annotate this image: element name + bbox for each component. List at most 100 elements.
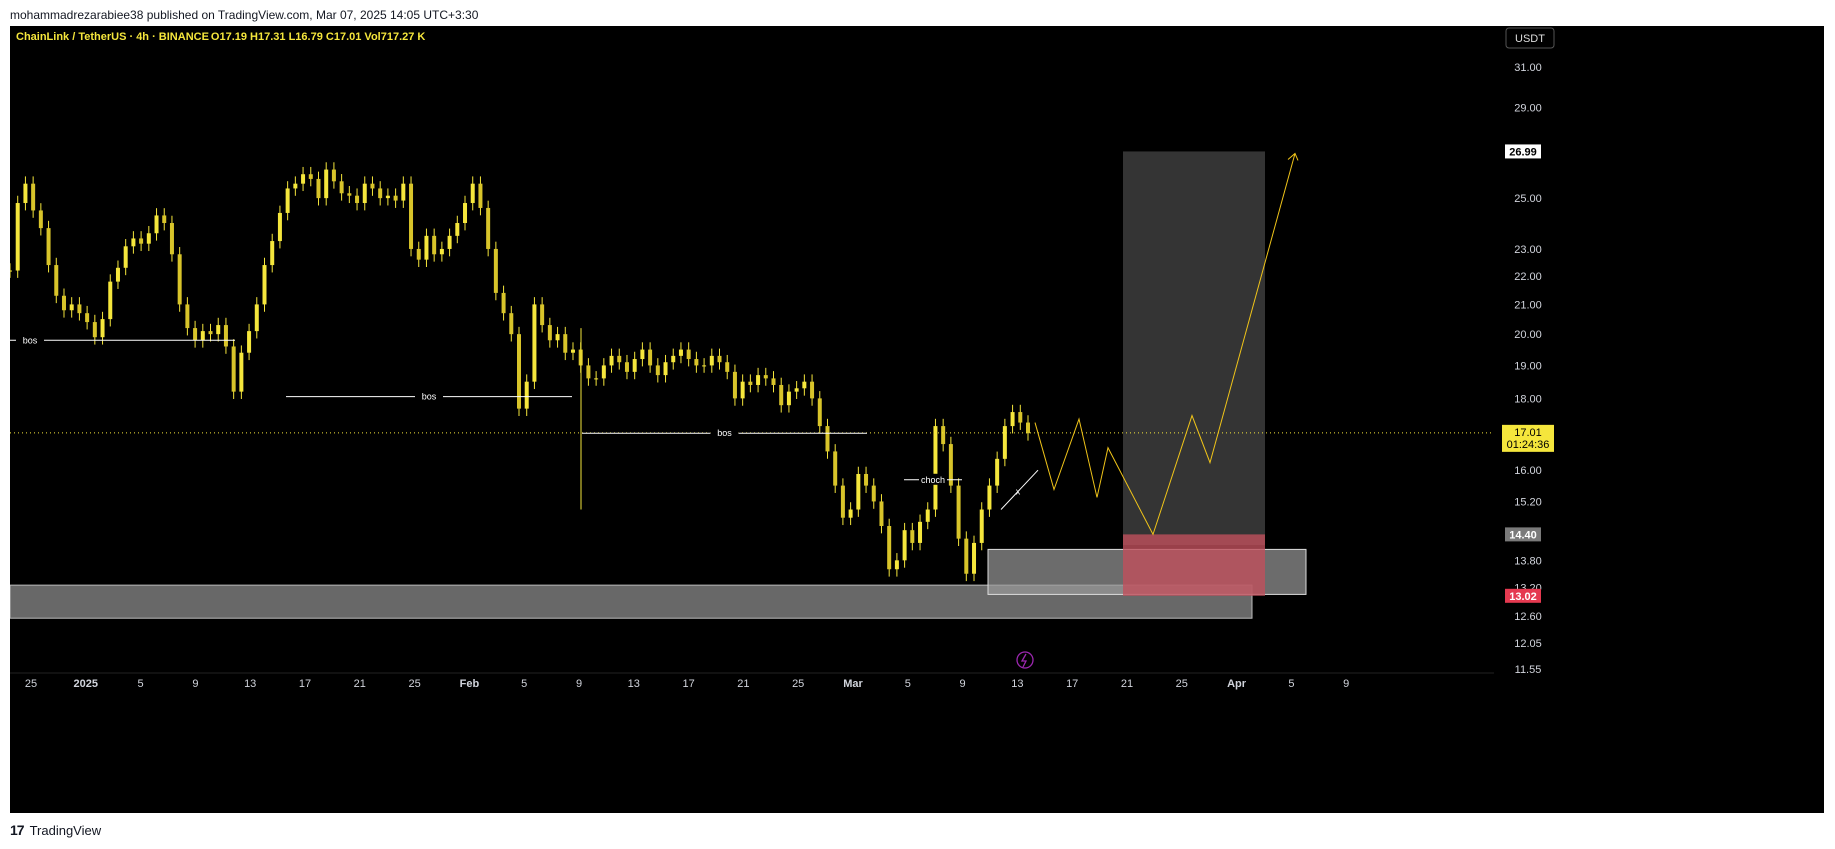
y-tick-label: 18.00 [1514,393,1542,405]
candle-body [478,183,483,208]
bos-label: bos [717,428,732,438]
candle-body [779,384,784,406]
candle-body [69,304,74,311]
symbol-pair: ChainLink / TetherUS · 4h · BINANCE [16,31,209,43]
x-tick-label: Mar [843,678,863,690]
x-tick-label: 9 [576,678,582,690]
candle-body [355,195,360,204]
x-tick-label: 21 [737,678,749,690]
stop-price-tag-bg [1505,588,1541,603]
chart-panel[interactable]: bos bos bos choch x 31.00 29.00 25.00 23.00 22.0… [10,26,1824,813]
x-tick-label: 5 [138,678,144,690]
candle-body [277,212,282,242]
candle-body [139,238,144,244]
candle-body [894,560,899,570]
publish-line: mohammadrezarabiee38 published on Tradin… [10,8,479,22]
candle-body [108,281,113,320]
currency-button[interactable]: USDT [1505,27,1555,49]
x-tick-label: 17 [682,678,694,690]
candle-body [763,375,768,379]
candle-body [856,473,861,510]
candle-body [424,235,429,260]
candle-body [85,313,90,323]
candle-body [671,355,676,363]
candle-body [540,304,545,326]
projection-arrow-icon [1287,152,1299,161]
candle-body [833,451,838,486]
x-tick-label: 25 [1176,678,1188,690]
level-label-bg [415,390,443,402]
stop-price-tag: 13.02 [1509,591,1537,603]
candle-body [455,223,460,236]
candle-body [416,248,421,260]
projection-path [1034,153,1296,536]
candle-body [624,362,629,372]
candle-body [301,174,306,184]
candle-body [1010,412,1015,427]
candle-body [887,525,892,570]
candle-body [586,365,591,379]
x-tick-label: 9 [960,678,966,690]
candle-body [285,188,290,213]
x-tick-label: 17 [1066,678,1078,690]
candle-body [77,304,82,314]
target-price-tag-bg [1505,144,1541,159]
candle-body [262,265,267,305]
x-tick-label: 25 [25,678,37,690]
candle-body [964,538,969,574]
y-tick-label: 23.00 [1514,244,1542,256]
candle-body [678,349,683,356]
candle-body [547,325,552,341]
x-tick-label: 17 [299,678,311,690]
candle-body [802,381,807,389]
x-tick-label: 25 [408,678,420,690]
x-tick-label: 2025 [74,678,98,690]
y-tick-label: 19.00 [1514,360,1542,372]
candle-body [470,183,475,204]
y-tick-label: 12.05 [1514,638,1542,650]
candle-body [439,248,444,255]
candle-body [308,174,313,179]
candle-body [817,398,822,427]
x-tick-label: Feb [460,678,480,690]
y-tick-label: 15.20 [1514,496,1542,508]
candle-body [632,359,637,372]
candle-body [848,509,853,518]
lightning-icon[interactable] [1016,651,1034,669]
price-chart[interactable]: bos bos bos choch x 31.00 29.00 25.00 23.00 22.0… [10,26,1824,813]
candle-body [709,355,714,366]
y-tick-label: 25.00 [1514,193,1542,205]
x-tick-label: 13 [628,678,640,690]
candle-body [555,334,560,341]
candle-body [100,319,105,338]
x-tick-label: 13 [1011,678,1023,690]
candle-body [879,501,884,526]
candle-body [594,378,599,380]
candle-body [208,331,213,335]
candle-body [154,215,159,234]
level-label-bg [919,473,947,485]
candle-body [38,210,43,229]
candle-body [509,313,514,335]
candle-body [756,375,761,385]
candle-body [123,246,128,268]
footer-brand: TradingView [29,822,102,838]
candle-body [347,193,352,196]
candle-body [331,169,336,182]
candle-body [463,203,468,224]
x-tick-label: 9 [192,678,198,690]
candle-body [532,304,537,382]
candle-body [517,334,521,409]
candle-body [200,331,205,341]
bos-label: bos [23,335,38,345]
entry-price-tag: 14.40 [1509,529,1537,541]
y-tick-label: 22.00 [1514,271,1542,283]
candle-body [193,328,198,341]
candle-body [864,473,869,486]
candle-body [115,267,120,282]
entry-price-tag-bg [1505,527,1541,542]
candle-body [810,381,815,399]
candle-body [601,365,606,379]
candle-body [717,355,722,363]
candle-body [732,371,737,399]
